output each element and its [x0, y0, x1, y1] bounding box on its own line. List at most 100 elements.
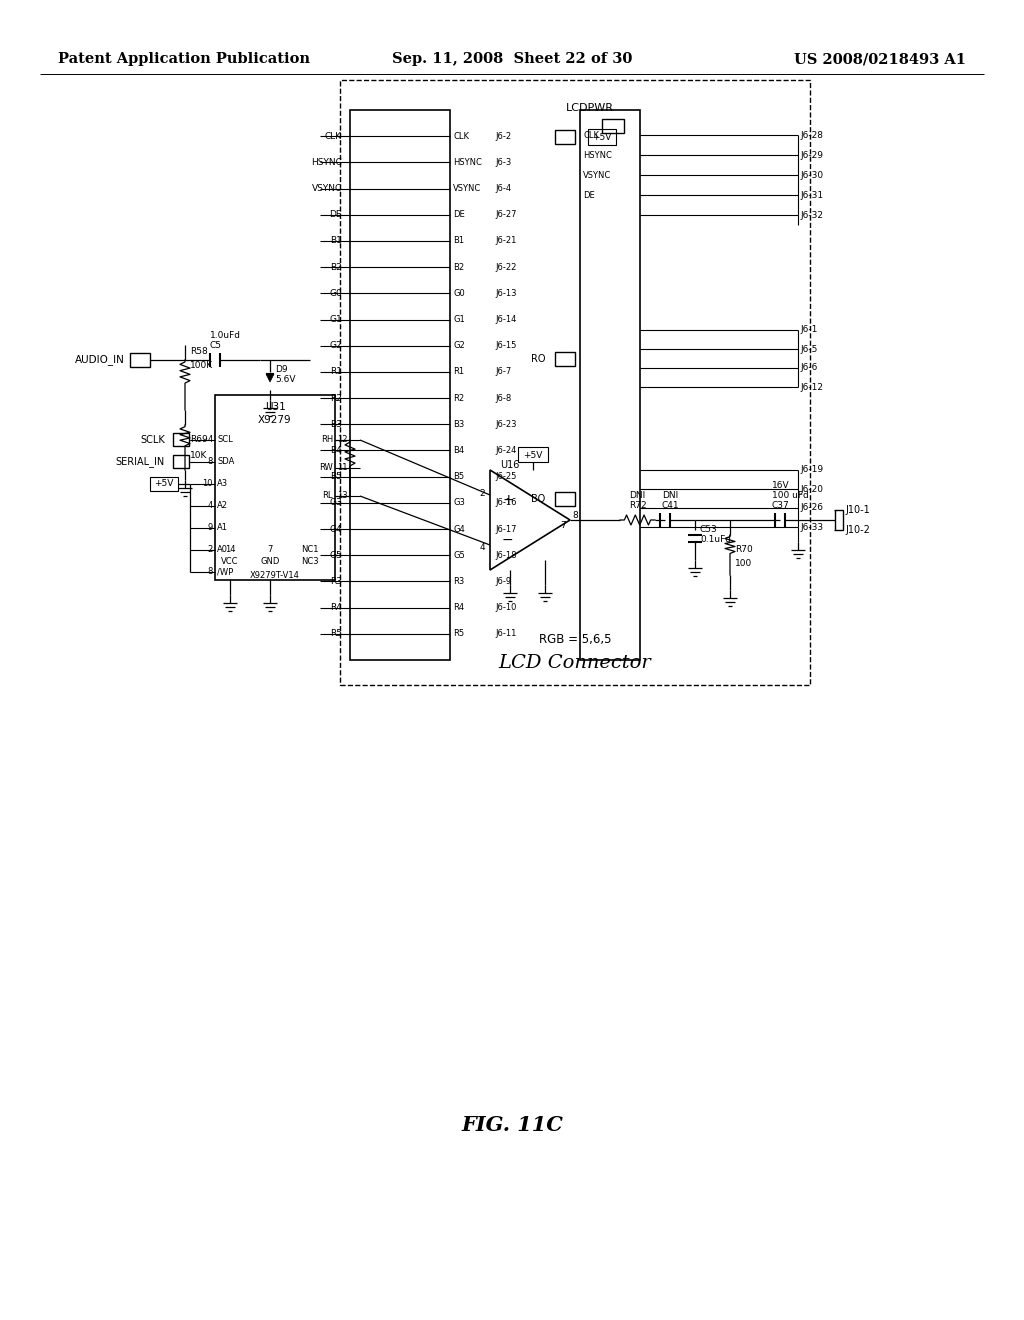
Text: GND: GND	[260, 557, 280, 566]
Text: C5: C5	[210, 342, 222, 351]
Text: J6-8: J6-8	[495, 393, 511, 403]
Text: C41: C41	[662, 502, 680, 511]
Text: US 2008/0218493 A1: US 2008/0218493 A1	[794, 53, 966, 66]
Text: U16: U16	[501, 459, 520, 470]
Text: VSYNC: VSYNC	[583, 170, 611, 180]
Text: HSYNC: HSYNC	[311, 158, 342, 166]
Text: R1: R1	[330, 367, 342, 376]
Text: B3: B3	[330, 420, 342, 429]
Text: RGB = 5,6,5: RGB = 5,6,5	[539, 634, 611, 647]
Text: Sep. 11, 2008  Sheet 22 of 30: Sep. 11, 2008 Sheet 22 of 30	[392, 53, 632, 66]
Bar	[130, 352, 150, 367]
Text: J10-1: J10-1	[845, 506, 869, 515]
Text: RO: RO	[530, 354, 545, 363]
Text: J6-24: J6-24	[495, 446, 516, 455]
Text: G1: G1	[330, 315, 342, 323]
Text: RW: RW	[319, 463, 333, 473]
Text: +5V: +5V	[592, 132, 611, 141]
Text: 100: 100	[735, 560, 753, 569]
Text: J6-20: J6-20	[800, 484, 823, 494]
Text: J6-27: J6-27	[495, 210, 516, 219]
Bar	[215, 395, 335, 579]
Text: CLK: CLK	[325, 132, 342, 141]
Text: B2: B2	[453, 263, 464, 272]
Text: R3: R3	[330, 577, 342, 586]
Text: R3: R3	[453, 577, 464, 586]
Text: R5: R5	[330, 630, 342, 639]
Text: B5: B5	[330, 473, 342, 482]
Text: J6-26: J6-26	[800, 503, 823, 512]
Text: J6-16: J6-16	[495, 499, 516, 507]
Text: R69: R69	[190, 436, 208, 444]
Text: DNI: DNI	[630, 491, 645, 500]
Text: J6-13: J6-13	[495, 289, 516, 298]
Bar	[173, 455, 189, 469]
Text: R5: R5	[453, 630, 464, 639]
Text: J6-30: J6-30	[800, 170, 823, 180]
Text: HSYNC: HSYNC	[453, 158, 482, 166]
Text: CLK: CLK	[453, 132, 469, 141]
Text: B1: B1	[330, 236, 342, 246]
Text: B5: B5	[453, 473, 464, 482]
Text: +5V: +5V	[155, 479, 174, 488]
Text: LCD Connector: LCD Connector	[499, 653, 651, 672]
Text: J6-23: J6-23	[495, 420, 516, 429]
Text: B2: B2	[331, 263, 342, 272]
Text: VSYNC: VSYNC	[453, 183, 481, 193]
Text: R4: R4	[453, 603, 464, 612]
Text: G4: G4	[453, 524, 465, 533]
Text: J6-7: J6-7	[495, 367, 511, 376]
Bar	[173, 433, 189, 446]
Text: DE: DE	[453, 210, 465, 219]
Text: Patent Application Publication: Patent Application Publication	[58, 53, 310, 66]
Text: 5.6V: 5.6V	[275, 375, 296, 384]
Text: SCL: SCL	[217, 436, 232, 445]
Text: J6-18: J6-18	[495, 550, 516, 560]
Text: 14: 14	[224, 545, 236, 554]
Text: R1: R1	[453, 367, 464, 376]
Text: 13: 13	[337, 491, 347, 500]
Text: CLK: CLK	[583, 131, 599, 140]
Text: VSYNC: VSYNC	[311, 183, 342, 193]
Text: J6-21: J6-21	[495, 236, 516, 246]
Text: G1: G1	[453, 315, 465, 323]
Text: 8: 8	[208, 458, 213, 466]
Text: J6-28: J6-28	[800, 131, 823, 140]
Text: G0: G0	[453, 289, 465, 298]
Bar	[350, 110, 450, 660]
Text: J6-31: J6-31	[800, 190, 823, 199]
Text: 2: 2	[479, 488, 485, 498]
Text: A1: A1	[217, 524, 228, 532]
Bar	[835, 510, 843, 531]
Polygon shape	[266, 374, 274, 381]
Text: −: −	[502, 533, 514, 546]
Text: 100K: 100K	[190, 360, 213, 370]
Text: 9: 9	[208, 524, 213, 532]
Text: 7: 7	[560, 520, 565, 529]
Text: 8: 8	[208, 568, 213, 577]
Bar	[518, 447, 548, 462]
Text: AUDIO_IN: AUDIO_IN	[75, 355, 125, 366]
Text: J10-2: J10-2	[845, 525, 869, 535]
Text: J6-4: J6-4	[495, 183, 511, 193]
Text: J6-22: J6-22	[495, 263, 516, 272]
Text: SCLK: SCLK	[140, 436, 165, 445]
Text: 16V: 16V	[772, 482, 790, 491]
Text: LCDPWR: LCDPWR	[566, 103, 614, 114]
Text: J6-25: J6-25	[495, 473, 516, 482]
Text: G0: G0	[330, 289, 342, 298]
Text: B4: B4	[453, 446, 464, 455]
Text: 10: 10	[203, 479, 213, 488]
Text: J6-3: J6-3	[495, 158, 511, 166]
Text: J6-10: J6-10	[495, 603, 516, 612]
Text: RH: RH	[321, 436, 333, 445]
Text: R4: R4	[330, 603, 342, 612]
Text: J6-12: J6-12	[800, 383, 823, 392]
Text: G3: G3	[330, 499, 342, 507]
Text: 0.1uFd: 0.1uFd	[700, 536, 731, 544]
Bar	[555, 491, 575, 506]
Text: 7: 7	[267, 545, 272, 554]
Text: SDA: SDA	[217, 458, 234, 466]
Text: X9279: X9279	[258, 414, 292, 425]
Text: 1.0uFd: 1.0uFd	[210, 331, 241, 341]
